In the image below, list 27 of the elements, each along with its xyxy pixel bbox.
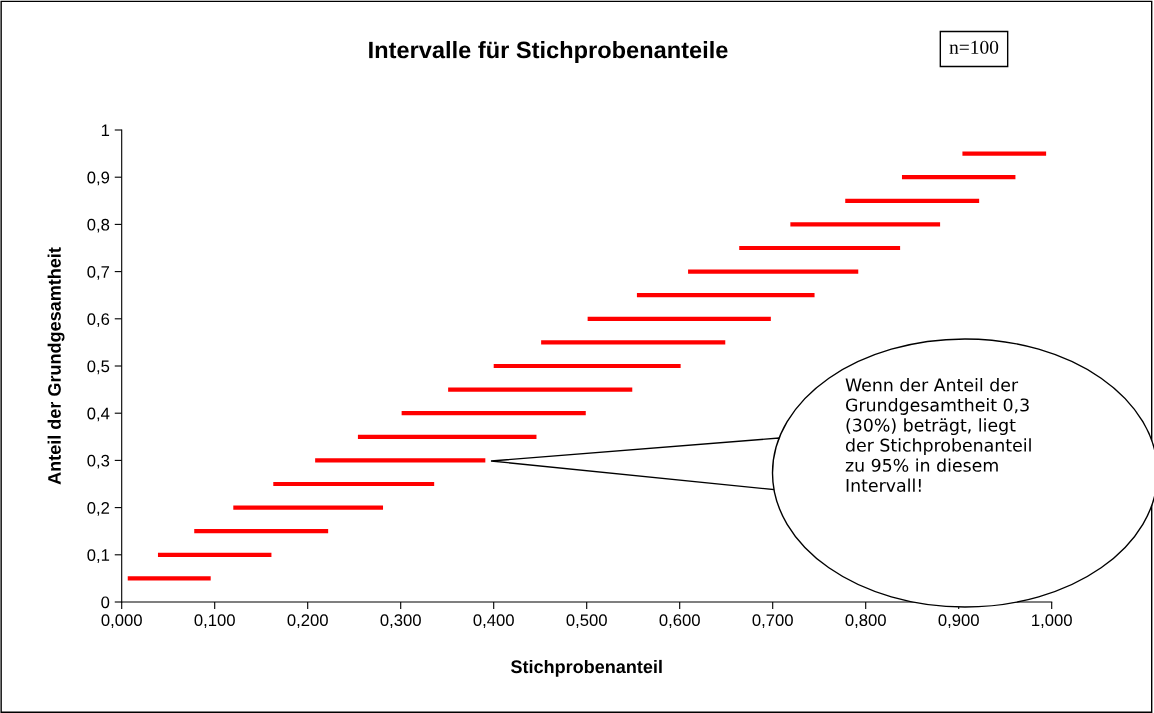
x-tick-label: 0,800 xyxy=(845,614,886,629)
y-tick-label: 0,8 xyxy=(87,218,110,233)
x-tick-label: 0,200 xyxy=(287,614,328,629)
y-axis-title: Anteil der Grundgesamtheit xyxy=(47,247,65,485)
x-tick-label: 0,900 xyxy=(938,614,979,629)
y-tick-label: 0,9 xyxy=(87,171,110,186)
x-tick-label: 0,000 xyxy=(101,614,142,629)
x-tick-label: 0,400 xyxy=(473,614,514,629)
y-tick-label: 0,7 xyxy=(87,266,110,280)
text: n=100 xyxy=(949,40,999,54)
x-tick-label: 0,500 xyxy=(566,614,607,629)
y-tick-label: 0,3 xyxy=(87,454,110,469)
x-tick-label: 0,600 xyxy=(659,614,700,629)
x-tick-label: 0,300 xyxy=(380,614,421,629)
y-tick-label: 0,6 xyxy=(87,313,110,327)
y-tick-label: 0 xyxy=(101,596,110,609)
y-tick-label: 0,5 xyxy=(87,360,110,375)
x-tick-label: 0,700 xyxy=(752,614,793,629)
x-axis-title: Stichprobenanteil xyxy=(510,659,662,677)
y-tick-label: 1 xyxy=(101,124,110,137)
annotation: Wenn der Anteil der Grundgesamtheit 0,3 (30%) beträgt, liegt der Stichprobenanteil zu 95% in diesem Intervall! xyxy=(845,378,1031,492)
y-tick-label: 0,2 xyxy=(87,502,110,516)
y-tick-label: 0,1 xyxy=(87,549,110,563)
x-tick-label: 0,100 xyxy=(194,614,235,629)
y-tick-label: 0,4 xyxy=(87,407,110,422)
chart-title: Intervalle für Stichprobenanteile xyxy=(369,41,728,64)
x-tick-label: 1,000 xyxy=(1032,614,1072,629)
